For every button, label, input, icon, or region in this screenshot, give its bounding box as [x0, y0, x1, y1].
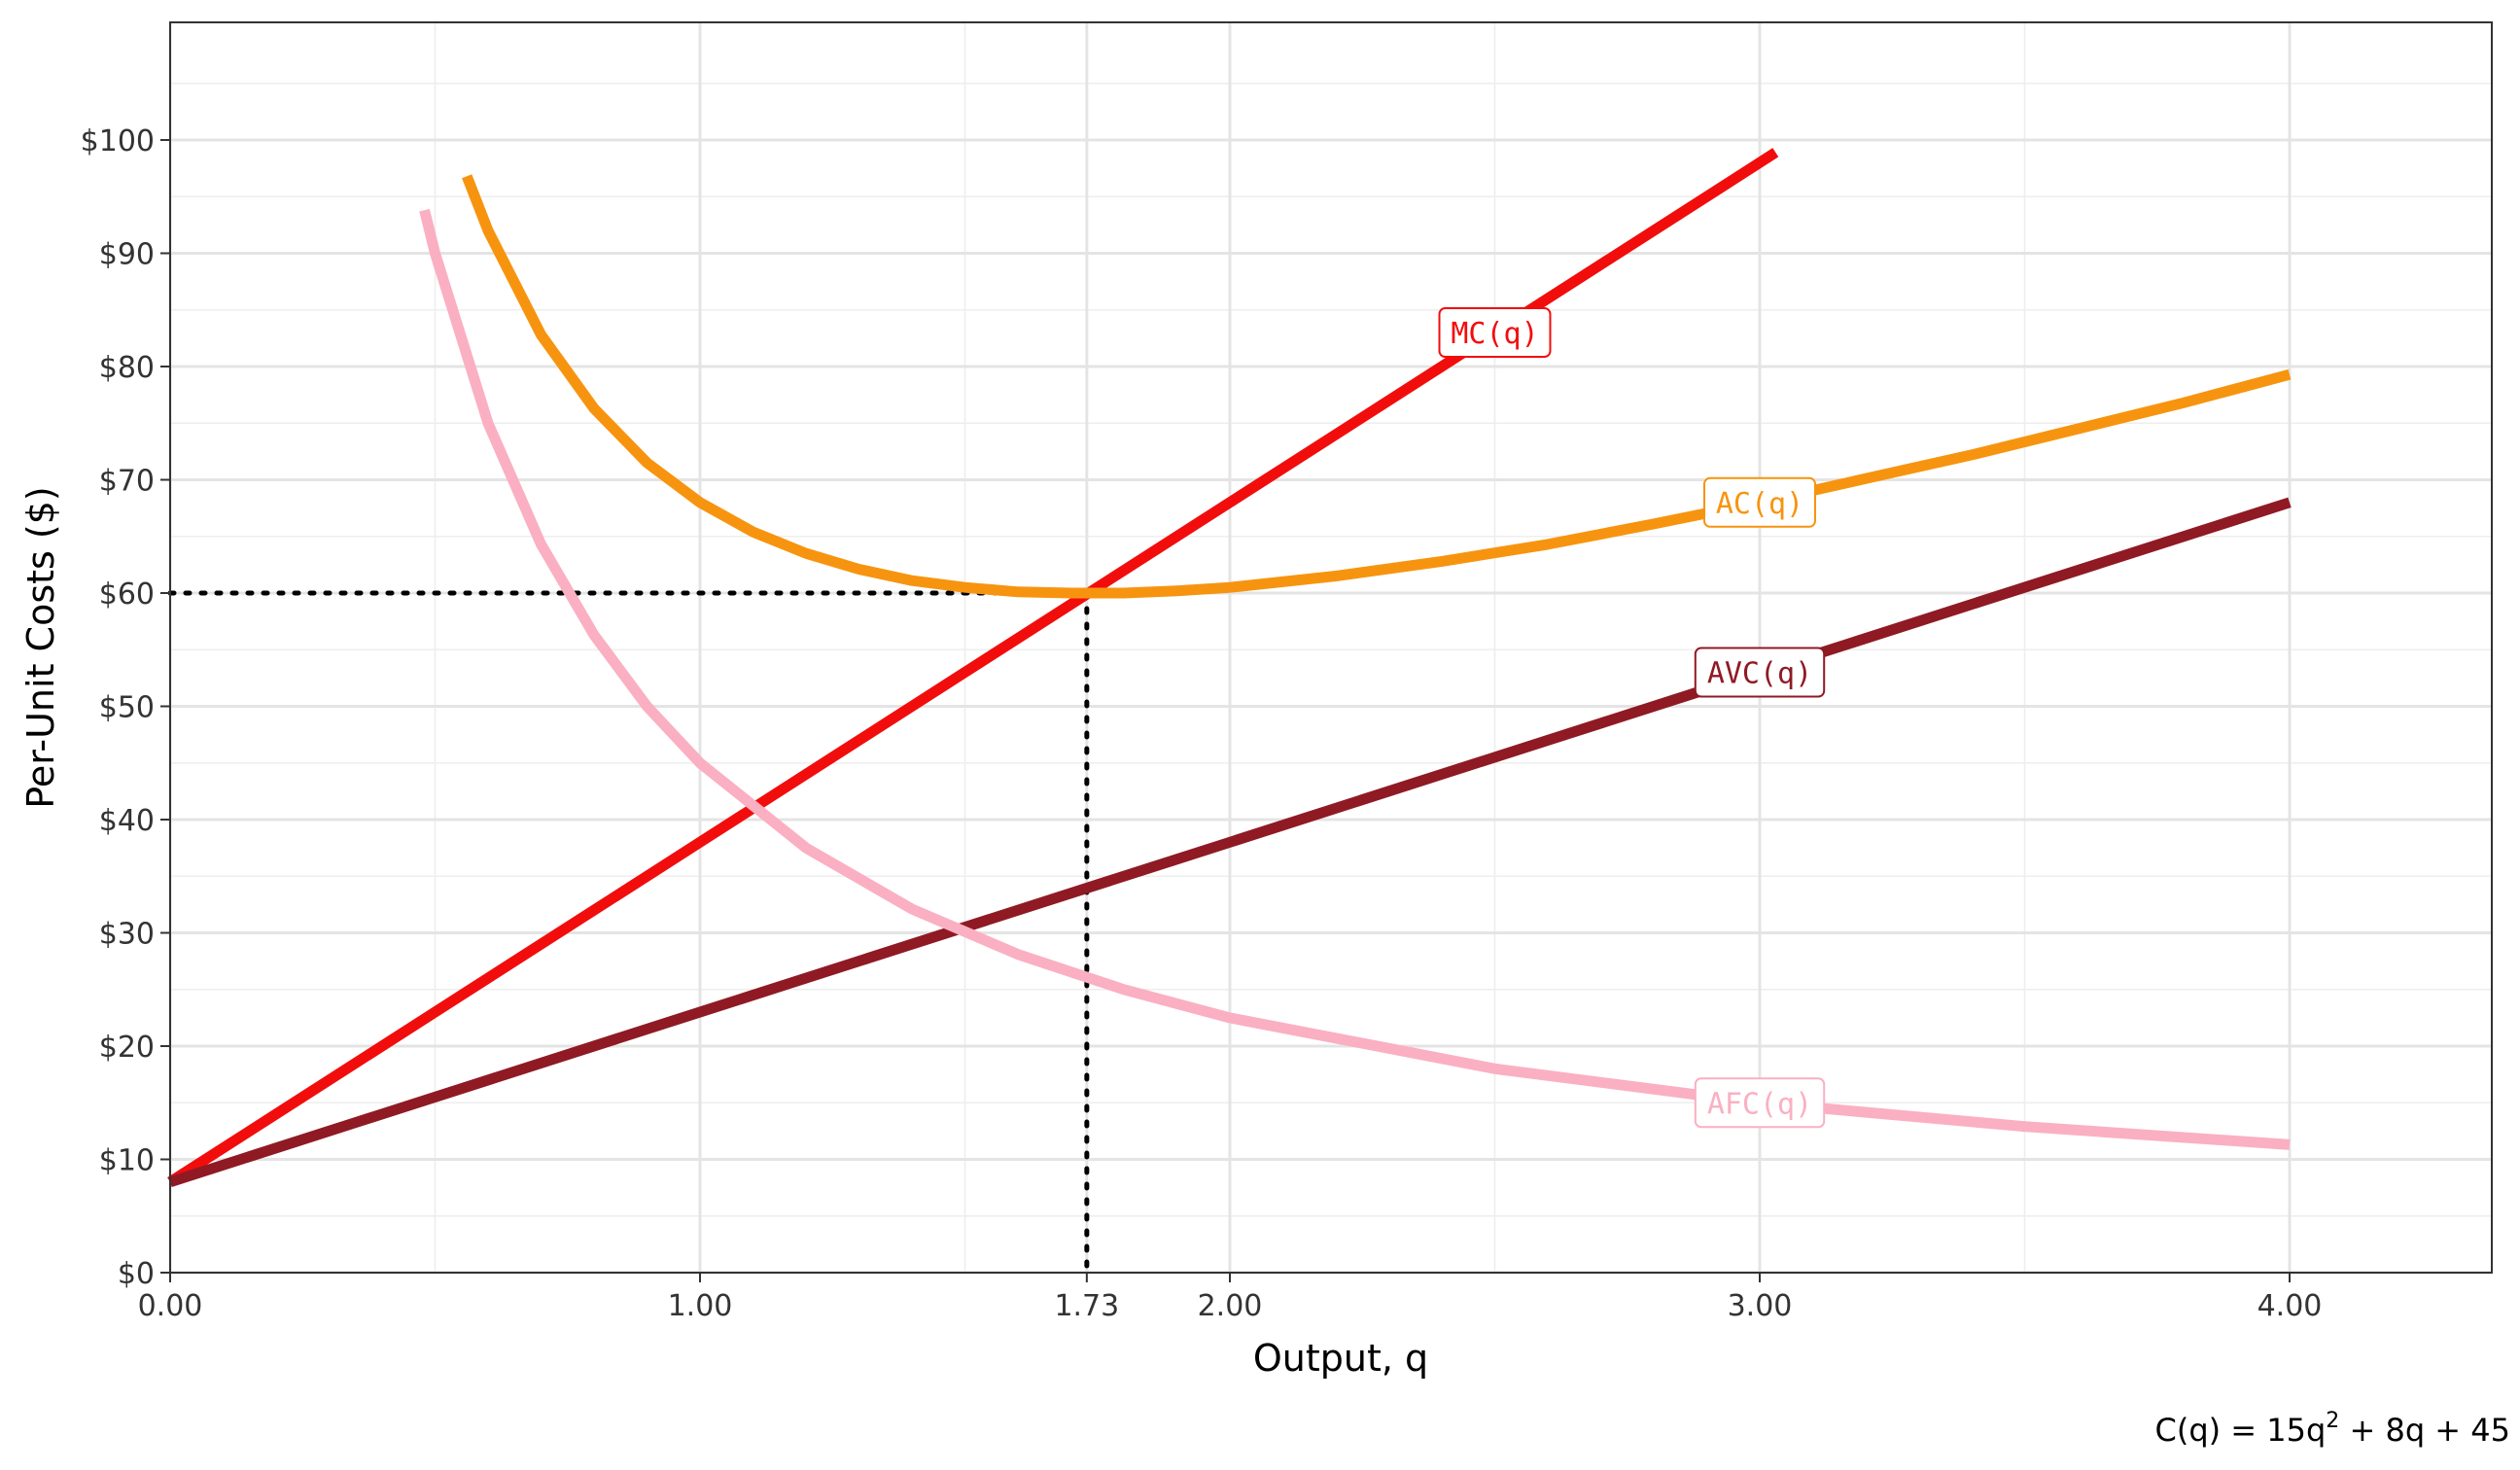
x-tick-label: 0.00 — [138, 1289, 203, 1323]
x-tick-label: 1.00 — [668, 1289, 733, 1323]
panel-background — [170, 22, 2492, 1273]
y-tick-label: $90 — [99, 238, 155, 272]
y-tick-label: $30 — [99, 918, 155, 952]
y-tick-label: $10 — [99, 1144, 155, 1178]
avc-label: AVC(q) — [1694, 647, 1826, 698]
caption-suffix: + 8q + 45 — [2339, 1412, 2510, 1449]
y-tick-label: $80 — [99, 351, 155, 385]
mc-curve — [167, 148, 1779, 1187]
mc-label-box — [1438, 307, 1552, 359]
x-tick-label: 2.00 — [1198, 1289, 1263, 1323]
y-tick-label: $40 — [99, 804, 155, 838]
ac-label: AC(q) — [1703, 476, 1816, 528]
caption-prefix: C(q) = 15q — [2154, 1412, 2326, 1449]
avc-label-box — [1694, 647, 1826, 698]
x-tick-label: 4.00 — [2258, 1289, 2323, 1323]
y-axis-title: Per-Unit Costs ($) — [19, 486, 62, 808]
afc-label-box — [1694, 1077, 1826, 1129]
ac-curve — [462, 174, 2292, 599]
avc-curve — [168, 497, 2292, 1188]
minimum-reference-lines — [167, 590, 1090, 1276]
y-tick-label: $0 — [118, 1257, 155, 1291]
avc-label-text: AVC(q) — [1707, 657, 1812, 691]
y-tick-label: $100 — [81, 124, 155, 158]
x-axis-title: Output, q — [1253, 1337, 1428, 1380]
cost-function-caption: C(q) = 15q2 + 8q + 45 — [2154, 1409, 2510, 1449]
y-tick-label: $70 — [99, 465, 155, 499]
afc-label: AFC(q) — [1694, 1077, 1826, 1129]
mc-label-text: MC(q) — [1451, 317, 1538, 351]
x-tick-label: 3.00 — [1728, 1289, 1793, 1323]
y-tick-label: $20 — [99, 1031, 155, 1065]
x-axis-ticks: 0.00 1.00 2.00 3.00 4.00 1.73 — [138, 1273, 2323, 1323]
ac-label-text: AC(q) — [1716, 487, 1803, 521]
curve-labels: MC(q) AC(q) AVC(q) AFC(q) — [1438, 307, 1826, 1129]
ac-label-box — [1703, 476, 1816, 528]
y-tick-label: $60 — [99, 578, 155, 612]
x-tick-label: 1.73 — [1054, 1289, 1119, 1323]
y-tick-label: $50 — [99, 691, 155, 725]
mc-label: MC(q) — [1438, 307, 1552, 359]
minor-gridlines — [170, 22, 2492, 1273]
afc-curve — [419, 208, 2291, 1150]
cost-curves — [167, 148, 2292, 1188]
panel-border — [169, 21, 2493, 1274]
afc-label-text: AFC(q) — [1707, 1087, 1812, 1121]
caption-exponent: 2 — [2326, 1409, 2339, 1433]
y-axis-ticks: $0 $10 $20 $30 $40 $50 $60 $70 $80 $90 $100 — [81, 124, 170, 1291]
